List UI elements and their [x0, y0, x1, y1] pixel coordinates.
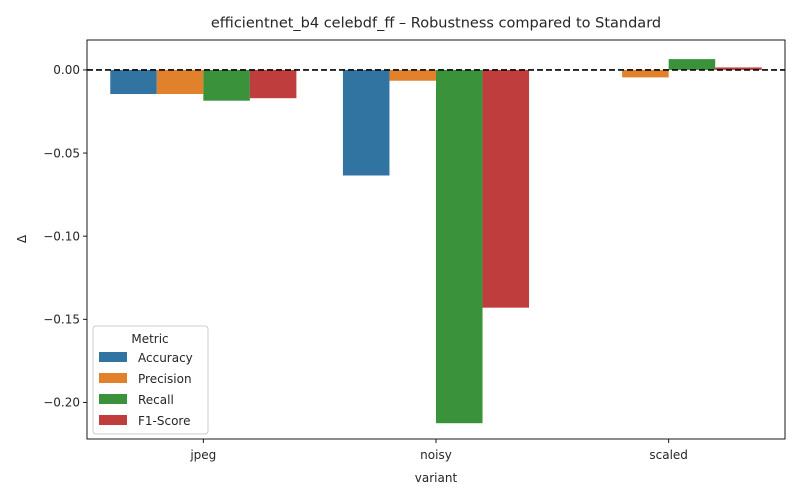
legend-label-accuracy: Accuracy [138, 351, 193, 365]
legend-items: Accuracy Precision Recall F1-Score [99, 351, 193, 428]
y-axis: 0.00 −0.05 −0.10 −0.15 −0.20 [43, 63, 87, 410]
bar-accuracy-jpeg [110, 69, 157, 95]
legend-label-recall: Recall [138, 393, 174, 407]
x-tick-label: scaled [649, 448, 688, 462]
x-tick-label: noisy [420, 448, 452, 462]
y-tick-label: 0.00 [53, 63, 80, 77]
legend-swatch-precision [99, 373, 127, 383]
bar-f1-score-jpeg [249, 69, 297, 99]
legend-title: Metric [131, 332, 168, 346]
y-tick-label: −0.10 [43, 229, 80, 243]
legend-label-precision: Precision [138, 372, 192, 386]
x-tick-label: jpeg [189, 448, 216, 462]
x-axis-title: variant [415, 471, 458, 485]
bar-recall-jpeg [203, 69, 250, 101]
bar-recall-scaled [668, 59, 716, 70]
legend-swatch-recall [99, 394, 127, 404]
bar-precision-jpeg [156, 69, 204, 95]
legend-label-f1-score: F1-Score [138, 414, 190, 428]
y-tick-label: −0.20 [43, 396, 80, 410]
y-tick-label: −0.15 [43, 313, 80, 327]
y-axis-title: Δ [15, 234, 29, 243]
y-tick-label: −0.05 [43, 146, 80, 160]
bar-precision-noisy [389, 69, 436, 81]
bars-group [110, 59, 762, 424]
bar-f1-score-noisy [482, 69, 530, 308]
legend-swatch-f1-score [99, 415, 127, 425]
bar-accuracy-noisy [342, 69, 390, 176]
legend: Metric Accuracy Precision Recall F1-Score [92, 325, 209, 435]
bar-recall-noisy [436, 69, 483, 424]
legend-swatch-accuracy [99, 352, 127, 362]
chart-title: efficientnet_b4 celebdf_ff – Robustness … [211, 16, 661, 32]
bar-precision-scaled [622, 69, 669, 78]
x-axis: jpeg noisy scaled [189, 439, 688, 462]
bar-f1-score-scaled [715, 67, 762, 70]
